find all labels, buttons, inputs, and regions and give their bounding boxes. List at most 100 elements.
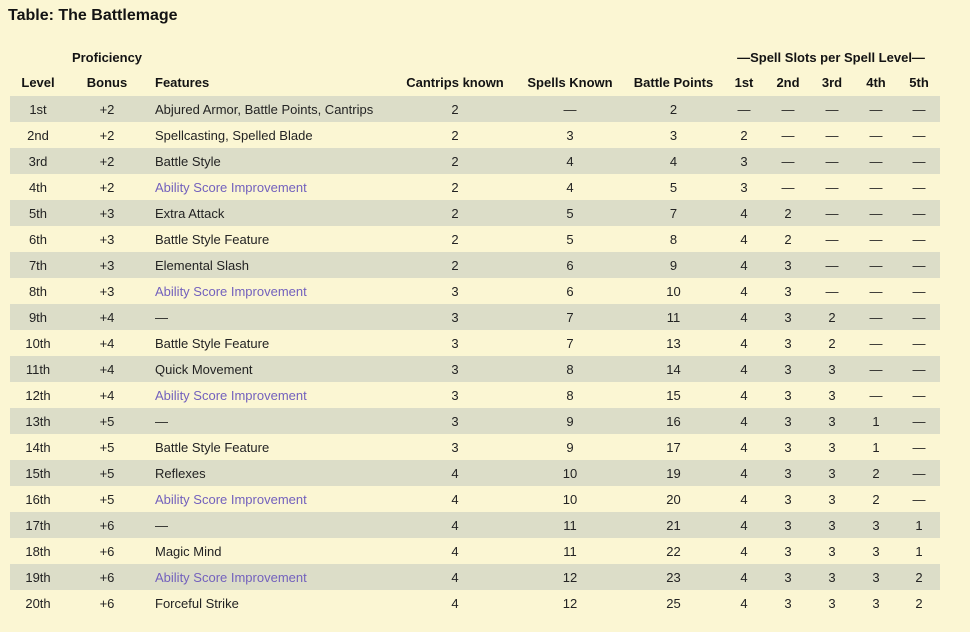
level-cell: 4th [28, 179, 48, 195]
cantrips-known-cell: 2 [451, 205, 459, 221]
slot-2nd-cell: 3 [784, 439, 792, 455]
slot-1st-cell: 4 [740, 283, 748, 299]
spells-known-cell: 10 [562, 465, 578, 481]
spells-known-cell: 4 [566, 153, 574, 169]
table-row: 11th +4 Quick Movement 3 8 14 4 3 3 — — [10, 356, 941, 382]
feature-link[interactable]: Ability Score Improvement [155, 283, 307, 299]
features-cell: — [155, 517, 168, 533]
battle-points-cell: 9 [669, 257, 678, 273]
battle-points-cell: 17 [666, 439, 681, 455]
proficiency-bonus-cell: +4 [99, 335, 115, 351]
slot-2nd-cell: 3 [784, 543, 792, 559]
slot-5th-cell: — [912, 101, 926, 117]
battle-points-cell: 23 [666, 569, 681, 585]
spells-known-cell: 5 [566, 231, 574, 247]
header-level: Level [21, 75, 55, 90]
header-slot-3rd: 3rd [821, 75, 843, 90]
table-row: 16th +5 Ability Score Improvement 4 10 2… [10, 486, 940, 512]
feature-link[interactable]: Ability Score Improvement [155, 387, 307, 403]
slot-3rd-cell: — [825, 257, 839, 273]
slot-4th-cell: — [869, 179, 883, 195]
features-cell: Battle Style Feature [155, 439, 270, 455]
features-cell: Magic Mind [155, 543, 222, 559]
level-cell: 19th [25, 569, 51, 585]
table-row: 20th +6 Forceful Strike 4 12 25 4 3 3 3 … [10, 590, 940, 616]
slot-1st-cell: 3 [740, 179, 748, 195]
slot-2nd-cell: 3 [784, 569, 792, 585]
proficiency-bonus-cell: +5 [99, 439, 115, 455]
feature-link[interactable]: Ability Score Improvement [155, 179, 307, 195]
proficiency-bonus-cell: +2 [99, 127, 115, 143]
slot-1st-cell: 4 [740, 543, 748, 559]
level-cell: 16th [25, 491, 51, 507]
slot-4th-cell: — [869, 231, 883, 247]
cantrips-known-cell: 4 [451, 543, 459, 559]
battle-points-cell: 8 [669, 231, 678, 247]
spells-known-cell: 6 [566, 283, 574, 299]
slot-2nd-cell: — [781, 179, 795, 195]
level-cell: 13th [25, 413, 51, 429]
slot-4th-cell: — [869, 101, 883, 117]
proficiency-bonus-cell: +5 [99, 465, 115, 481]
slot-5th-cell: — [912, 179, 926, 195]
slot-1st-cell: 2 [740, 127, 748, 143]
header-spacer [10, 45, 66, 65]
feature-link[interactable]: Ability Score Improvement [155, 491, 307, 507]
battle-points-cell: 15 [666, 387, 681, 403]
cantrips-known-cell: 4 [451, 491, 459, 507]
table-row: 17th +6 — 4 11 21 4 3 3 3 1 [10, 512, 941, 538]
proficiency-bonus-cell: +6 [99, 595, 115, 611]
spells-known-cell: 7 [566, 335, 574, 351]
slot-3rd-cell: 2 [828, 309, 836, 325]
spells-known-cell: 11 [563, 543, 577, 559]
features-cell: Forceful Strike [155, 595, 239, 611]
proficiency-bonus-cell: +3 [99, 257, 115, 273]
slot-3rd-cell: 3 [828, 413, 836, 429]
slot-5th-cell: — [912, 491, 926, 507]
cantrips-known-cell: 3 [451, 439, 459, 455]
battle-points-cell: 16 [666, 413, 681, 429]
slot-3rd-cell: 3 [828, 387, 836, 403]
header-spacer [625, 45, 722, 65]
battle-points-cell: 20 [666, 491, 681, 507]
features-cell: Ability Score Improvement [148, 382, 395, 408]
slot-5th-cell: — [912, 283, 926, 299]
header-spacer [515, 45, 625, 65]
slot-2nd-cell: — [781, 153, 795, 169]
cantrips-known-cell: 4 [451, 569, 459, 585]
battle-points-cell: 14 [666, 361, 681, 377]
cantrips-known-cell: 3 [451, 413, 459, 429]
level-cell: 14th [25, 439, 51, 455]
table-row: 19th +6 Ability Score Improvement 4 12 2… [10, 564, 941, 590]
battle-points-cell: 11 [666, 309, 681, 325]
header-cantrips-known: Cantrips known [406, 75, 504, 90]
slot-5th-cell: 1 [915, 517, 923, 533]
slot-4th-cell: 3 [872, 595, 880, 611]
header-battle-points: Battle Points [633, 75, 714, 90]
slot-5th-cell: — [912, 309, 926, 325]
features-cell: Extra Attack [155, 205, 225, 221]
header-slot-4th: 4th [866, 75, 886, 90]
level-cell: 3rd [28, 153, 48, 169]
proficiency-bonus-cell: +6 [99, 517, 115, 533]
slot-2nd-cell: 3 [784, 283, 792, 299]
table-row: 8th +3 Ability Score Improvement 3 6 10 … [10, 278, 940, 304]
table-row: 4th +2 Ability Score Improvement 2 4 5 3… [10, 174, 940, 200]
slot-3rd-cell: — [825, 179, 839, 195]
cantrips-known-cell: 2 [451, 257, 459, 273]
feature-link[interactable]: Ability Score Improvement [155, 569, 307, 585]
table-row: 5th +3 Extra Attack 2 5 7 4 2 — — — [10, 200, 941, 226]
table-row: 2nd +2 Spellcasting, Spelled Blade 2 3 3… [10, 122, 940, 148]
slot-4th-cell: — [869, 127, 883, 143]
slot-4th-cell: — [869, 361, 883, 377]
proficiency-bonus-cell: +2 [99, 101, 115, 117]
slot-2nd-cell: 3 [784, 335, 792, 351]
features-cell: Spellcasting, Spelled Blade [155, 127, 313, 143]
slot-3rd-cell: 3 [828, 439, 836, 455]
battlemage-class-table: Proficiency —Spell Slots per Spell Level… [10, 45, 941, 616]
features-cell: Battle Style [155, 153, 221, 169]
table-row: 15th +5 Reflexes 4 10 19 4 3 3 2 — [10, 460, 941, 486]
features-cell: Ability Score Improvement [148, 278, 395, 304]
slot-4th-cell: 1 [872, 439, 880, 455]
spells-known-cell: 12 [562, 569, 578, 585]
